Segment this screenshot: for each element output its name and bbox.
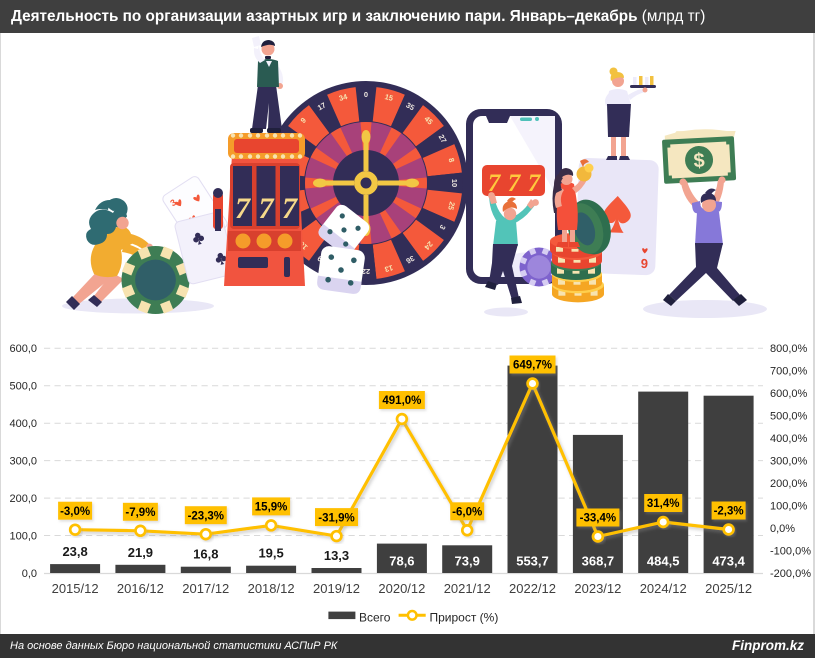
svg-text:-6,0%: -6,0% (452, 507, 482, 519)
svg-text:2015/12: 2015/12 (52, 581, 99, 596)
svg-text:553,7: 553,7 (516, 554, 549, 569)
svg-text:9: 9 (299, 116, 308, 125)
svg-text:Прирост (%): Прирост (%) (430, 610, 499, 624)
svg-text:19,5: 19,5 (258, 546, 283, 561)
svg-text:9: 9 (641, 256, 649, 271)
svg-text:15: 15 (384, 92, 394, 103)
svg-text:300,0: 300,0 (9, 455, 37, 467)
svg-text:649,7%: 649,7% (513, 360, 552, 372)
svg-text:78,6: 78,6 (389, 554, 414, 569)
svg-text:-33,4%: -33,4% (580, 513, 616, 525)
svg-text:-3,0%: -3,0% (60, 506, 90, 518)
svg-text:-31,9%: -31,9% (318, 512, 354, 524)
svg-text:27: 27 (437, 133, 449, 145)
svg-text:-2,3%: -2,3% (714, 506, 744, 518)
svg-text:7: 7 (488, 170, 502, 197)
svg-text:10: 10 (450, 179, 459, 187)
svg-text:700,0%: 700,0% (770, 366, 808, 378)
svg-text:3: 3 (168, 197, 178, 208)
svg-text:-23,3%: -23,3% (188, 510, 224, 522)
svg-text:13: 13 (384, 263, 394, 274)
svg-text:7: 7 (282, 192, 298, 225)
svg-text:21,9: 21,9 (128, 545, 153, 560)
svg-text:36: 36 (404, 254, 416, 266)
svg-text:34: 34 (338, 92, 349, 103)
svg-text:8: 8 (447, 157, 457, 163)
svg-text:500,0: 500,0 (9, 381, 37, 393)
svg-text:2023/12: 2023/12 (574, 581, 621, 596)
svg-text:-100,0%: -100,0% (770, 545, 811, 557)
svg-text:800,0%: 800,0% (770, 343, 808, 355)
svg-text:$: $ (693, 150, 705, 173)
svg-text:600,0%: 600,0% (770, 388, 808, 400)
svg-text:200,0%: 200,0% (770, 478, 808, 490)
svg-text:16,8: 16,8 (193, 547, 218, 562)
svg-text:400,0: 400,0 (9, 418, 37, 430)
svg-text:15,9%: 15,9% (255, 502, 288, 514)
svg-text:22: 22 (362, 267, 370, 276)
svg-text:2017/12: 2017/12 (182, 581, 229, 596)
svg-text:368,7: 368,7 (582, 554, 615, 569)
svg-text:2018/12: 2018/12 (248, 581, 295, 596)
svg-text:31,4%: 31,4% (647, 498, 680, 510)
svg-text:300,0%: 300,0% (770, 455, 808, 467)
svg-text:-7,9%: -7,9% (125, 507, 155, 519)
svg-text:0,0%: 0,0% (770, 523, 795, 535)
svg-text:Всего: Всего (359, 610, 391, 624)
svg-text:2022/12: 2022/12 (509, 581, 556, 596)
svg-text:600,0: 600,0 (9, 343, 37, 355)
svg-text:2016/12: 2016/12 (117, 581, 164, 596)
svg-text:100,0%: 100,0% (770, 500, 808, 512)
svg-text:35: 35 (404, 100, 416, 112)
svg-text:3: 3 (438, 223, 448, 231)
svg-text:7: 7 (508, 170, 522, 197)
svg-text:0: 0 (364, 90, 368, 99)
svg-text:0,0: 0,0 (22, 568, 37, 580)
svg-text:2021/12: 2021/12 (444, 581, 491, 596)
svg-text:7: 7 (528, 170, 542, 197)
svg-text:500,0%: 500,0% (770, 411, 808, 423)
svg-text:484,5: 484,5 (647, 554, 680, 569)
svg-text:491,0%: 491,0% (382, 395, 421, 407)
svg-text:2024/12: 2024/12 (640, 581, 687, 596)
svg-text:2025/12: 2025/12 (705, 581, 752, 596)
svg-text:7: 7 (259, 192, 275, 225)
svg-text:13,3: 13,3 (324, 548, 349, 563)
svg-text:200,0: 200,0 (9, 493, 37, 505)
svg-text:100,0: 100,0 (9, 530, 37, 542)
svg-text:2019/12: 2019/12 (313, 581, 360, 596)
svg-text:473,4: 473,4 (712, 554, 745, 569)
svg-text:7: 7 (235, 192, 251, 225)
svg-text:400,0%: 400,0% (770, 433, 808, 445)
svg-text:2020/12: 2020/12 (378, 581, 425, 596)
svg-text:23,8: 23,8 (62, 544, 87, 559)
svg-text:25: 25 (446, 201, 457, 211)
svg-text:-200,0%: -200,0% (770, 568, 811, 580)
svg-text:73,9: 73,9 (455, 554, 480, 569)
svg-text:17: 17 (316, 100, 328, 112)
